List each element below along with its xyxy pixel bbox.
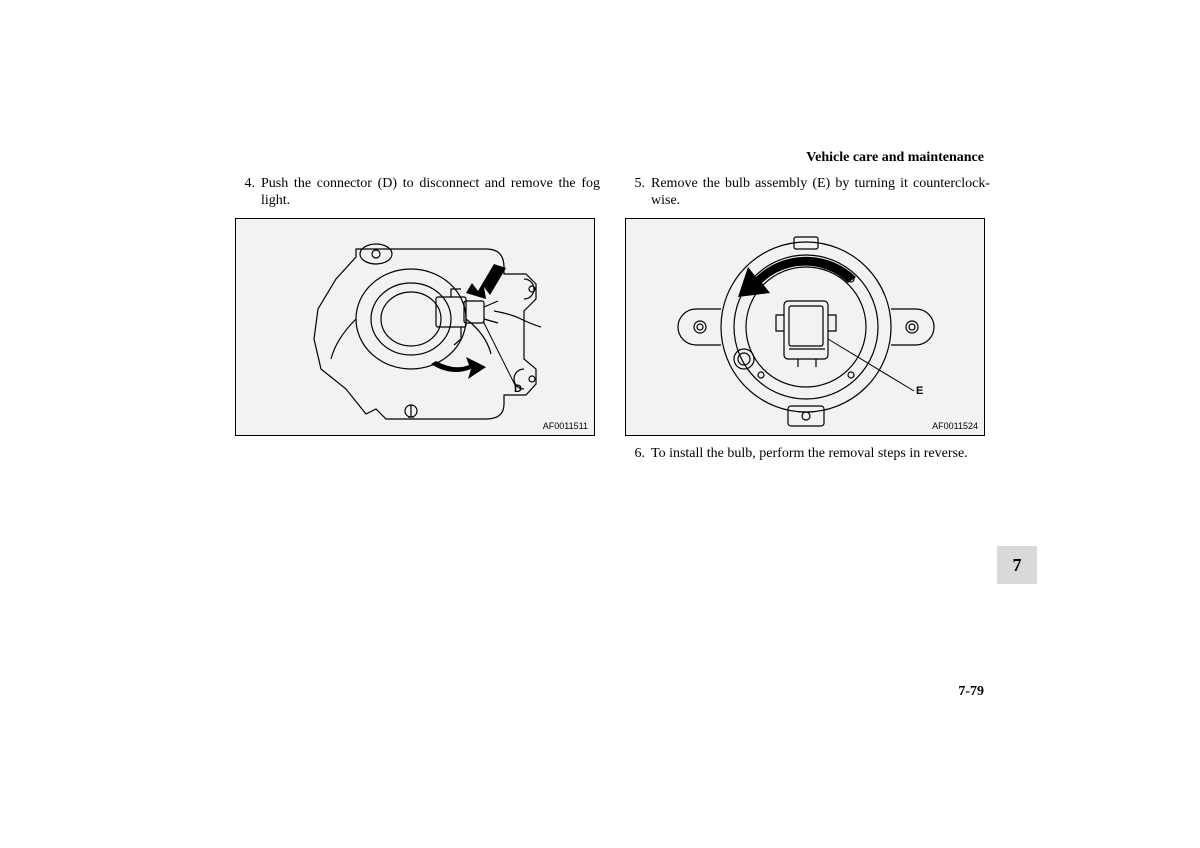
figure-left-label: D — [514, 383, 522, 395]
step-6-text: To install the bulb, perform the removal… — [651, 446, 990, 462]
page-number: 7-79 — [958, 684, 984, 700]
foglight-connector-diagram — [236, 219, 596, 437]
step-5-number: 5. — [625, 176, 645, 210]
left-column: 4. Push the connector (D) to disconnect … — [235, 176, 600, 436]
figure-right-label: E — [916, 385, 923, 397]
right-column: 5. Remove the bulb assembly (E) by turni… — [625, 176, 990, 462]
bulb-assembly-diagram — [626, 219, 986, 437]
figure-right-code: AF0011524 — [932, 421, 978, 431]
manual-page: Vehicle care and maintenance 4. Push the… — [0, 0, 1200, 848]
step-6-number: 6. — [625, 446, 645, 462]
figure-left: D AF0011511 — [235, 218, 595, 436]
step-4: 4. Push the connector (D) to disconnect … — [235, 176, 600, 210]
step-5-text: Remove the bulb assembly (E) by turning … — [651, 176, 990, 210]
step-4-text: Push the connector (D) to disconnect and… — [261, 176, 600, 210]
section-header: Vehicle care and maintenance — [806, 150, 984, 166]
figure-left-code: AF0011511 — [543, 421, 588, 431]
figure-right: E AF0011524 — [625, 218, 985, 436]
chapter-tab: 7 — [997, 546, 1037, 584]
step-4-number: 4. — [235, 176, 255, 210]
step-6: 6. To install the bulb, perform the remo… — [625, 446, 990, 462]
step-5: 5. Remove the bulb assembly (E) by turni… — [625, 176, 990, 210]
